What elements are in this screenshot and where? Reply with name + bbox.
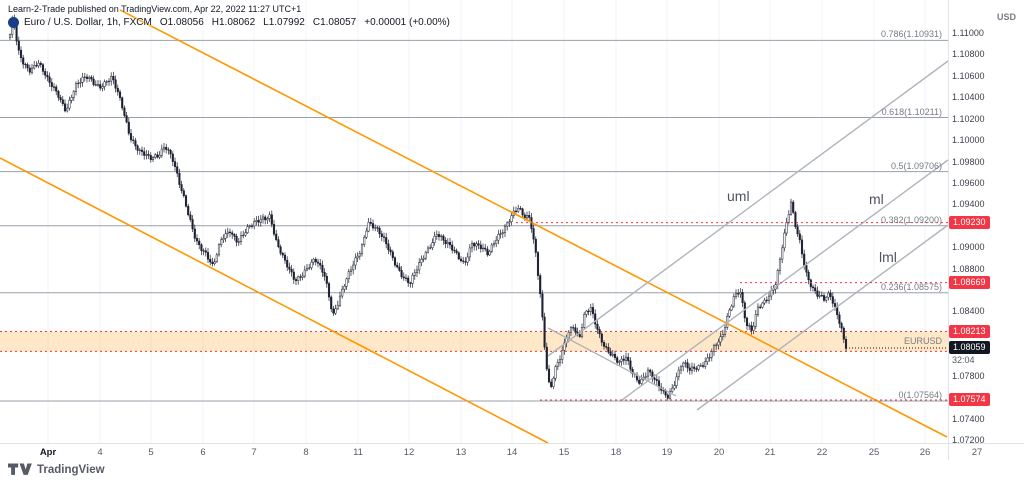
- symbol-title: Euro / U.S. Dollar, 1h, FXCM: [24, 17, 152, 28]
- price-axis-separator: [948, 0, 949, 460]
- tradingview-logo[interactable]: TradingView: [8, 463, 105, 476]
- level-lines-layer: [516, 222, 948, 401]
- attribution-text: Learn-2-Trade published on TradingView.c…: [8, 4, 302, 14]
- ohlc-change: +0.00001 (+0.00%): [364, 17, 450, 28]
- trend-lines-layer: [0, 9, 949, 444]
- tradingview-logo-text: TradingView: [37, 463, 105, 476]
- symbol-logo-icon: [8, 17, 19, 28]
- ohlc-low: L1.07992: [263, 17, 305, 28]
- time-axis-separator: [0, 443, 1024, 444]
- symbol-info-bar[interactable]: Euro / U.S. Dollar, 1h, FXCM O1.08056 H1…: [8, 17, 450, 28]
- grid-layer: [47, 0, 926, 443]
- tradingview-logo-icon: [8, 463, 32, 475]
- candles-layer: [8, 14, 848, 401]
- fib-lines-layer: [0, 39, 948, 402]
- ohlc-high: H1.08062: [211, 17, 256, 28]
- price-axis[interactable]: [949, 0, 1024, 443]
- time-axis[interactable]: [0, 444, 1024, 466]
- highlight-zone-layer: [0, 331, 948, 352]
- ohlc-open: O1.08056: [159, 17, 204, 28]
- ohlc-close: C1.08057: [312, 17, 357, 28]
- axis-currency-label: USD: [996, 12, 1016, 22]
